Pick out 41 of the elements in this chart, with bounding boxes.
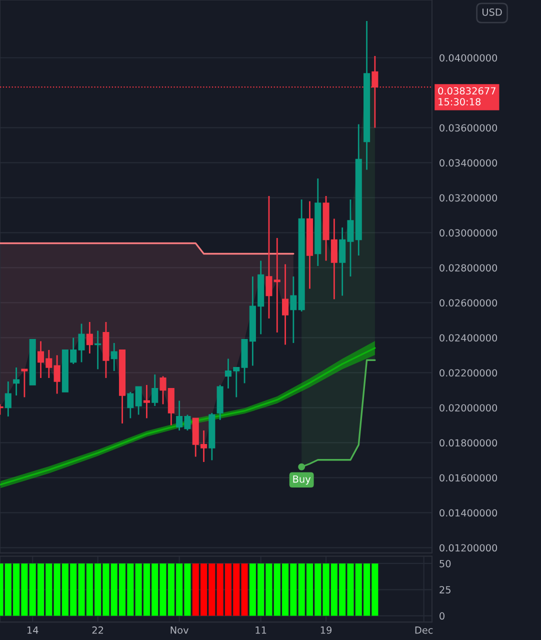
y-tick-label: 0.03000000 bbox=[440, 229, 498, 237]
x-tick-label: 22 bbox=[92, 626, 104, 634]
candlestick bbox=[54, 354, 60, 394]
y-tick-label: 0.02800000 bbox=[440, 264, 498, 272]
candlestick bbox=[13, 366, 20, 396]
candlestick bbox=[274, 237, 280, 334]
candlestick bbox=[266, 195, 272, 320]
candlestick bbox=[282, 264, 289, 346]
y-tick-label: 0.02400000 bbox=[440, 334, 498, 342]
y-tick-label: 25 bbox=[440, 586, 450, 594]
annotation: Buy bbox=[293, 476, 311, 485]
candlestick bbox=[4, 380, 12, 418]
candlestick bbox=[94, 330, 102, 370]
x-tick-label: Dec bbox=[415, 626, 433, 634]
candlestick bbox=[127, 391, 134, 419]
text: USD bbox=[482, 8, 502, 16]
x-tick-label: 14 bbox=[27, 626, 38, 634]
candlestick bbox=[86, 321, 93, 354]
y-tick-label: 0.04000000 bbox=[440, 54, 498, 62]
y-tick-label: 0.03200000 bbox=[440, 194, 498, 202]
y-tick-label: 0 bbox=[440, 612, 444, 620]
y-tick-label: 0.02600000 bbox=[440, 299, 498, 307]
candlestick bbox=[152, 374, 158, 407]
y-tick-label: 0.01200000 bbox=[440, 544, 498, 552]
y-tick-label: 50 bbox=[440, 560, 451, 568]
y-tick-label: 0.03600000 bbox=[440, 124, 498, 132]
y-tick-label: 0.02000000 bbox=[440, 404, 498, 412]
y-tick-label: 0.01600000 bbox=[440, 474, 498, 482]
y-tick-label: 0.01800000 bbox=[440, 439, 498, 447]
x-tick-label: 19 bbox=[320, 626, 332, 634]
candlestick bbox=[110, 342, 118, 372]
x-tick-label: 11 bbox=[256, 626, 266, 634]
candlestick bbox=[21, 368, 28, 398]
y-tick-label: 0.02200000 bbox=[440, 369, 498, 377]
y-tick-label: 0.03400000 bbox=[440, 159, 498, 167]
x-tick-label: Nov bbox=[170, 626, 189, 634]
candlestick bbox=[143, 384, 150, 419]
y-tick-label: 0.01400000 bbox=[440, 509, 498, 517]
candlestick bbox=[135, 386, 142, 416]
ref-line-label: 0.03832677 15:30:18 bbox=[438, 87, 496, 106]
candlestick bbox=[290, 276, 297, 344]
